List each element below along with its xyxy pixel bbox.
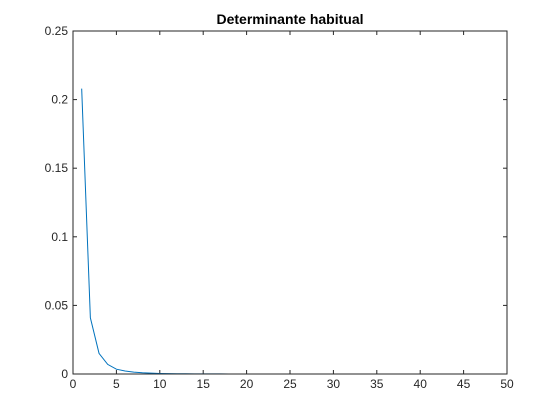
x-tick-label: 0 bbox=[70, 377, 77, 391]
x-tick-label: 50 bbox=[500, 377, 514, 391]
x-tick-label: 45 bbox=[457, 377, 471, 391]
x-tick-label: 25 bbox=[283, 377, 297, 391]
plot-area bbox=[73, 31, 507, 374]
x-tick-label: 30 bbox=[327, 377, 341, 391]
x-tick-label: 20 bbox=[240, 377, 254, 391]
axes-box bbox=[72, 30, 508, 375]
y-tick-label: 0.15 bbox=[45, 161, 69, 175]
x-tick-label: 40 bbox=[414, 377, 428, 391]
x-tick-label: 10 bbox=[153, 377, 167, 391]
y-tick-label: 0.1 bbox=[51, 230, 68, 244]
x-tick-label: 5 bbox=[113, 377, 120, 391]
y-tick-label: 0.2 bbox=[51, 93, 68, 107]
chart-title: Determinante habitual bbox=[216, 11, 363, 27]
y-tick-label: 0.25 bbox=[45, 24, 69, 38]
y-tick-label: 0.05 bbox=[45, 298, 69, 312]
x-tick-label: 15 bbox=[197, 377, 211, 391]
ticks-layer: 0 5 10 15 20 25 30 35 40 45 50 0 0.05 0.1 0.15 0.2 0.25 bbox=[45, 24, 514, 391]
x-tick-label: 35 bbox=[370, 377, 384, 391]
y-tick-label: 0 bbox=[61, 367, 68, 381]
